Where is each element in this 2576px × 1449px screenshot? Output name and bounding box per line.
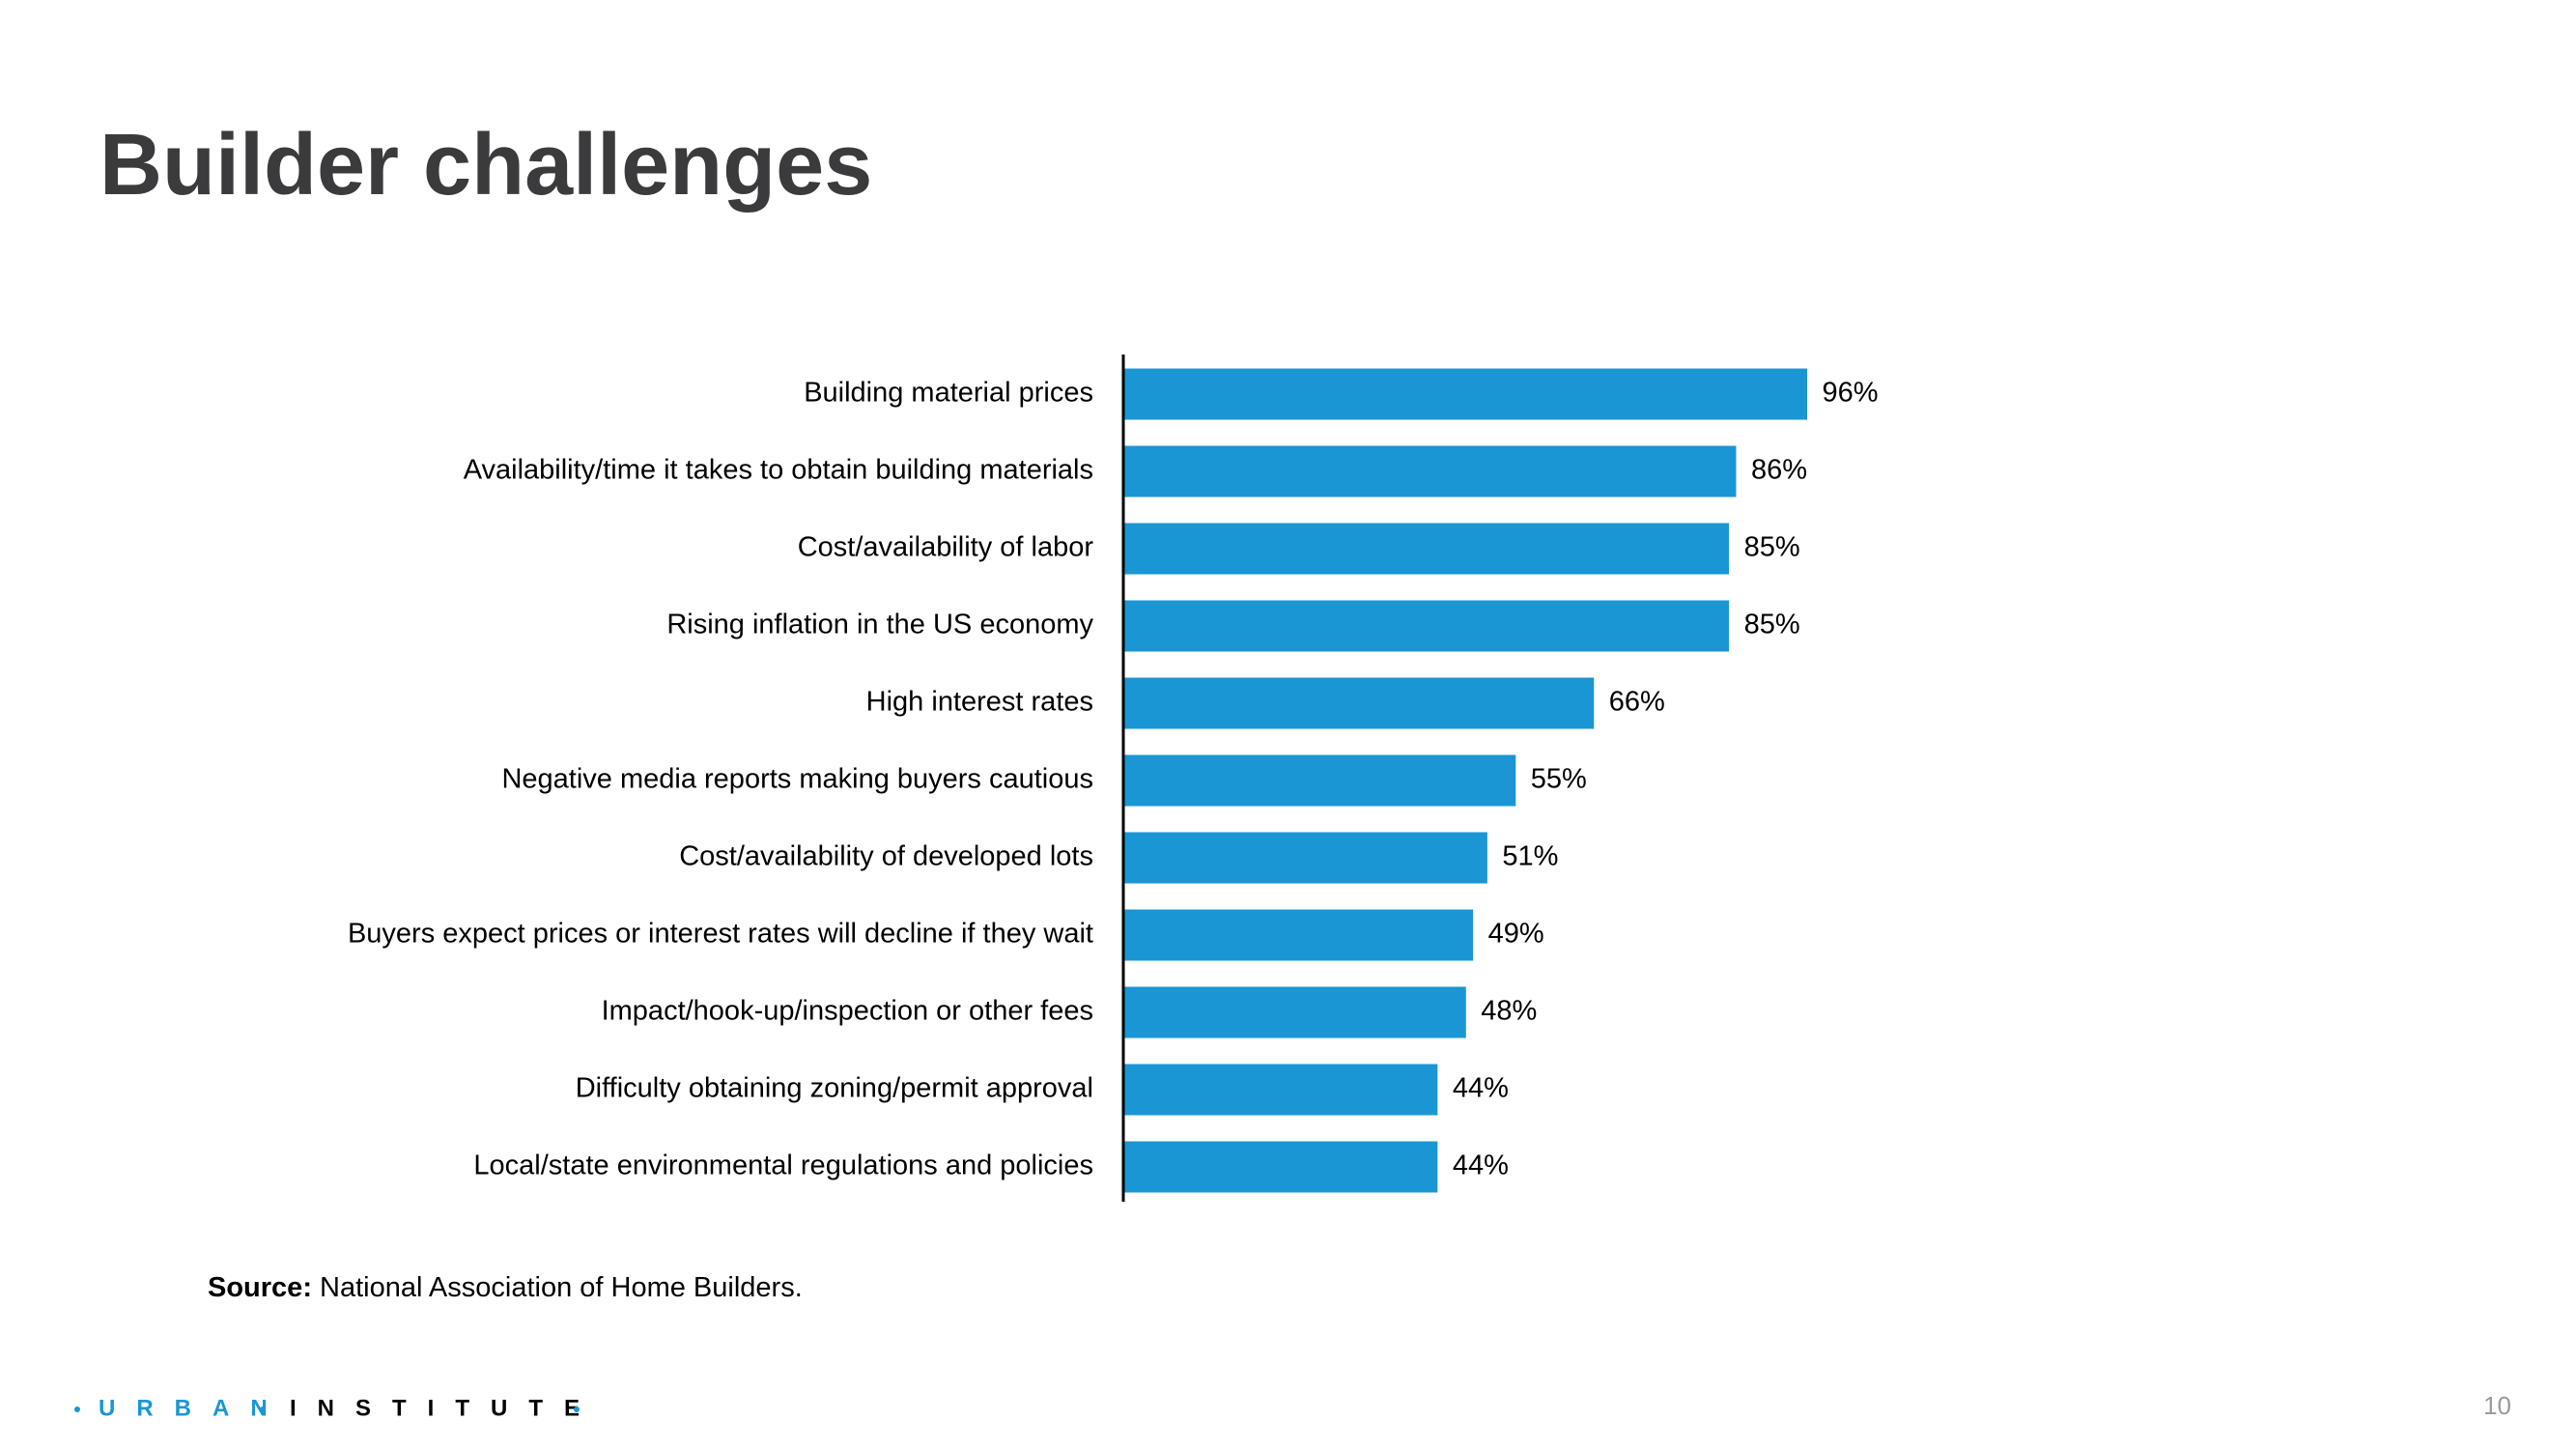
category-label: Rising inflation in the US economy bbox=[666, 610, 1093, 640]
category-label: High interest rates bbox=[866, 687, 1093, 718]
source-text: National Association of Home Builders. bbox=[320, 1272, 803, 1303]
value-label: 55% bbox=[1531, 764, 1587, 795]
source-note: Source: National Association of Home Bui… bbox=[208, 1272, 803, 1303]
bar bbox=[1124, 523, 1730, 575]
page-number: 10 bbox=[2483, 1391, 2511, 1420]
bar bbox=[1124, 754, 1516, 807]
bar bbox=[1124, 986, 1466, 1038]
category-label: Buyers expect prices or interest rates w… bbox=[348, 919, 1093, 950]
bar bbox=[1124, 445, 1737, 497]
category-label: Cost/availability of labor bbox=[798, 532, 1094, 563]
chart: Building material prices 96% Availability/… bbox=[348, 355, 1879, 1202]
value-label: 85% bbox=[1744, 532, 1800, 563]
category-label: Difficulty obtaining zoning/permit appro… bbox=[576, 1073, 1093, 1104]
value-label: 66% bbox=[1609, 687, 1665, 718]
category-label: Negative media reports making buyers cau… bbox=[501, 764, 1093, 795]
category-label: Impact/hook-up/inspection or other fees bbox=[602, 996, 1093, 1027]
logo-institute: INSTITUTE bbox=[290, 1395, 601, 1421]
bar bbox=[1124, 677, 1595, 729]
logo-dot bbox=[260, 1406, 266, 1412]
bar bbox=[1124, 832, 1487, 884]
bar bbox=[1124, 909, 1474, 961]
slide-title: Builder challenges bbox=[99, 117, 872, 213]
value-label: 48% bbox=[1481, 996, 1537, 1027]
bar bbox=[1124, 1064, 1438, 1116]
value-label: 51% bbox=[1502, 841, 1558, 872]
logo-urban: URBAN bbox=[99, 1395, 289, 1421]
logo-dot bbox=[574, 1406, 580, 1412]
value-label: 85% bbox=[1744, 610, 1800, 640]
value-label: 96% bbox=[1823, 378, 1879, 409]
category-label: Building material prices bbox=[804, 378, 1093, 409]
bar bbox=[1124, 600, 1730, 652]
bar bbox=[1124, 368, 1808, 420]
category-label: Availability/time it takes to obtain bui… bbox=[464, 455, 1093, 486]
category-label: Local/state environmental regulations an… bbox=[473, 1151, 1093, 1181]
value-label: 86% bbox=[1751, 455, 1807, 486]
value-label: 44% bbox=[1453, 1073, 1509, 1104]
category-label: Cost/availability of developed lots bbox=[679, 841, 1093, 872]
value-label: 49% bbox=[1488, 919, 1544, 950]
bar bbox=[1124, 1141, 1438, 1193]
source-label: Source: bbox=[208, 1272, 312, 1303]
value-label: 44% bbox=[1453, 1151, 1509, 1181]
logo-dot bbox=[74, 1406, 80, 1412]
